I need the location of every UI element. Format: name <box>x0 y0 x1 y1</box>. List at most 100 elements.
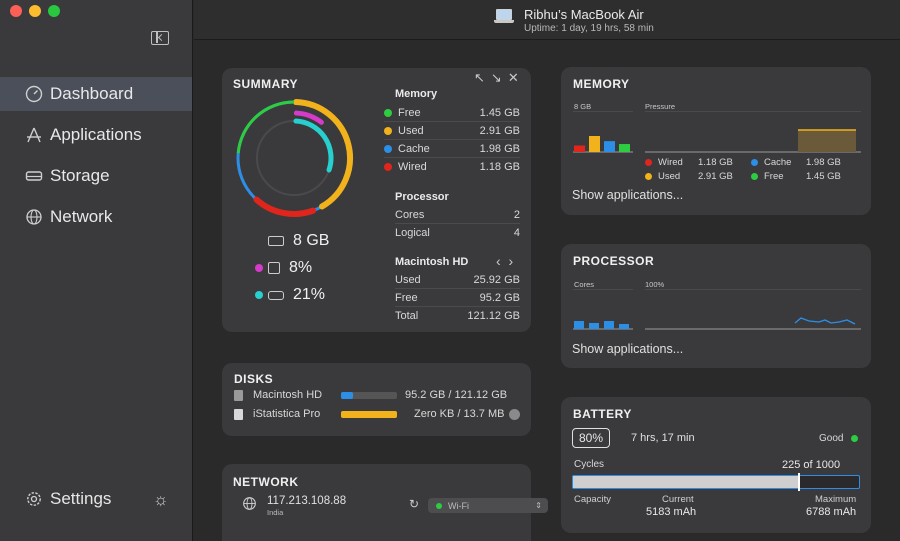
close-icon[interactable]: ✕ <box>507 70 525 85</box>
legend-label: Free <box>764 171 784 182</box>
memory-bar <box>619 144 630 152</box>
uptime-text: Uptime: 1 day, 19 hrs, 58 min <box>524 23 654 34</box>
memory-bar-label: 8 GB <box>574 102 592 111</box>
battery-percent-box: 80% <box>572 428 610 448</box>
processor-card: PROCESSOR Cores 100% Show applications..… <box>561 244 871 368</box>
summary-card: SUMMARY ↖↘✕ 8 GB 8% <box>222 68 531 332</box>
collapse-icon[interactable]: ↘ <box>490 70 508 85</box>
disk-dot <box>255 291 263 299</box>
processor-row-cores: Cores 2 <box>395 206 520 224</box>
globe-icon <box>242 496 257 516</box>
legend-dot <box>751 159 758 166</box>
memory-row-free: Free 1.45 GB <box>384 104 520 122</box>
summary-title: SUMMARY <box>233 77 299 91</box>
drive-icon <box>24 166 44 186</box>
disk-row-istatistica: iStatistica Pro <box>234 408 320 420</box>
interface-dropdown[interactable]: Wi-Fi ⇕ <box>428 498 548 513</box>
titlebar: Ribhu’s MacBook Air Uptime: 1 day, 19 hr… <box>194 0 900 40</box>
main-content: Ribhu’s MacBook Air Uptime: 1 day, 19 hr… <box>194 0 900 541</box>
memory-stat: 8 GB <box>268 232 329 250</box>
row-value: 2.91 GB <box>479 124 520 137</box>
disk-row-used: Used 25.92 GB <box>395 271 520 289</box>
disk-name: Macintosh HD <box>253 389 323 401</box>
laptop-icon <box>494 9 514 23</box>
free-ring-arc <box>236 100 295 154</box>
expand-icon[interactable]: ↖ <box>474 70 491 85</box>
close-window-button[interactable] <box>10 5 22 17</box>
legend-value: 1.98 GB <box>806 157 841 168</box>
disk-heading: Macintosh HD <box>395 256 469 268</box>
row-value: 1.45 GB <box>479 106 520 119</box>
sidebar-item-dashboard[interactable]: Dashboard <box>0 77 192 111</box>
memory-chip-icon <box>268 236 284 246</box>
sidebar-toggle-icon[interactable] <box>151 31 169 45</box>
maximum-value: 6788 mAh <box>806 506 857 518</box>
disk-stat-value: 21% <box>293 286 326 303</box>
disk-usage-fill <box>341 411 397 418</box>
card-controls: ↖↘✕ <box>474 70 525 86</box>
sidebar-item-label: Applications <box>50 125 142 144</box>
legend-label: Cache <box>764 157 792 168</box>
battery-card: BATTERY 80% 7 hrs, 17 min Good Cycles 22… <box>561 397 871 533</box>
disk-ring-arc <box>293 118 334 173</box>
sun-moon-icon[interactable]: ☼ <box>153 490 169 509</box>
chevron-left-icon[interactable]: ‹ <box>496 253 501 269</box>
minimize-window-button[interactable] <box>29 5 41 17</box>
core-bar <box>574 321 584 329</box>
ip-address: 117.213.108.88 <box>267 495 347 507</box>
network-title: NETWORK <box>233 475 299 489</box>
disks-card: DISKS Macintosh HD 95.2 GB / 121.12 GB i… <box>222 363 531 436</box>
legend-cache: Cache 1.98 GB <box>751 157 841 168</box>
disk-usage-bar <box>341 392 397 399</box>
used-dot <box>384 126 392 135</box>
row-label: Cores <box>395 208 425 221</box>
zoom-window-button[interactable] <box>48 5 60 17</box>
legend-label: Used <box>658 171 681 182</box>
sidebar-item-applications[interactable]: Applications <box>0 118 192 152</box>
memory-card: MEMORY 8 GB Pressure Wired 1.18 GB Cache <box>561 67 871 215</box>
processor-heading: Processor <box>395 191 449 203</box>
disks-title: DISKS <box>234 372 274 386</box>
core-bar <box>604 321 614 329</box>
health-dot <box>851 435 858 442</box>
disk-nav: ‹ › <box>496 253 513 269</box>
chevron-updown-icon: ⇕ <box>535 501 542 510</box>
chevron-right-icon[interactable]: › <box>508 253 514 269</box>
row-value: 2 <box>513 208 520 221</box>
processor-show-apps-link[interactable]: Show applications... <box>572 342 684 356</box>
row-value: 121.12 GB <box>467 310 520 322</box>
memory-heading: Memory <box>395 88 438 100</box>
memory-row-cache: Cache 1.98 GB <box>384 140 520 158</box>
settings-button[interactable]: Settings <box>24 489 111 509</box>
row-label: Wired <box>398 161 427 173</box>
legend-free: Free 1.45 GB <box>751 171 841 182</box>
current-label: Current <box>662 494 694 505</box>
summary-ring-chart <box>236 99 353 217</box>
free-dot <box>384 108 392 117</box>
legend-value: 1.18 GB <box>698 157 733 168</box>
settings-label: Settings <box>50 489 112 508</box>
cache-dot <box>384 144 392 153</box>
cpu-stat: 8% <box>255 259 312 277</box>
legend-dot <box>751 173 758 180</box>
eject-icon[interactable] <box>509 409 520 420</box>
sidebar-item-network[interactable]: Network <box>0 200 192 234</box>
memory-bar <box>589 136 600 152</box>
core-bar <box>589 323 599 329</box>
disk-image-icon <box>234 408 243 420</box>
legend-value: 2.91 GB <box>698 171 733 182</box>
row-label: Logical <box>395 227 430 239</box>
refresh-icon[interactable]: ↻ <box>409 497 420 511</box>
globe-icon <box>24 207 44 227</box>
row-label: Total <box>395 310 419 322</box>
legend-label: Wired <box>658 157 683 168</box>
memory-show-apps-link[interactable]: Show applications... <box>572 188 684 202</box>
memory-ring-arc <box>292 99 353 210</box>
gear-icon <box>24 489 44 509</box>
ip-country: India <box>267 508 284 517</box>
cores-label: Cores <box>574 280 595 289</box>
maximum-label: Maximum <box>815 494 857 505</box>
sidebar-item-storage[interactable]: Storage <box>0 159 192 193</box>
legend-value: 1.45 GB <box>806 171 841 182</box>
wired-dot <box>384 163 392 171</box>
